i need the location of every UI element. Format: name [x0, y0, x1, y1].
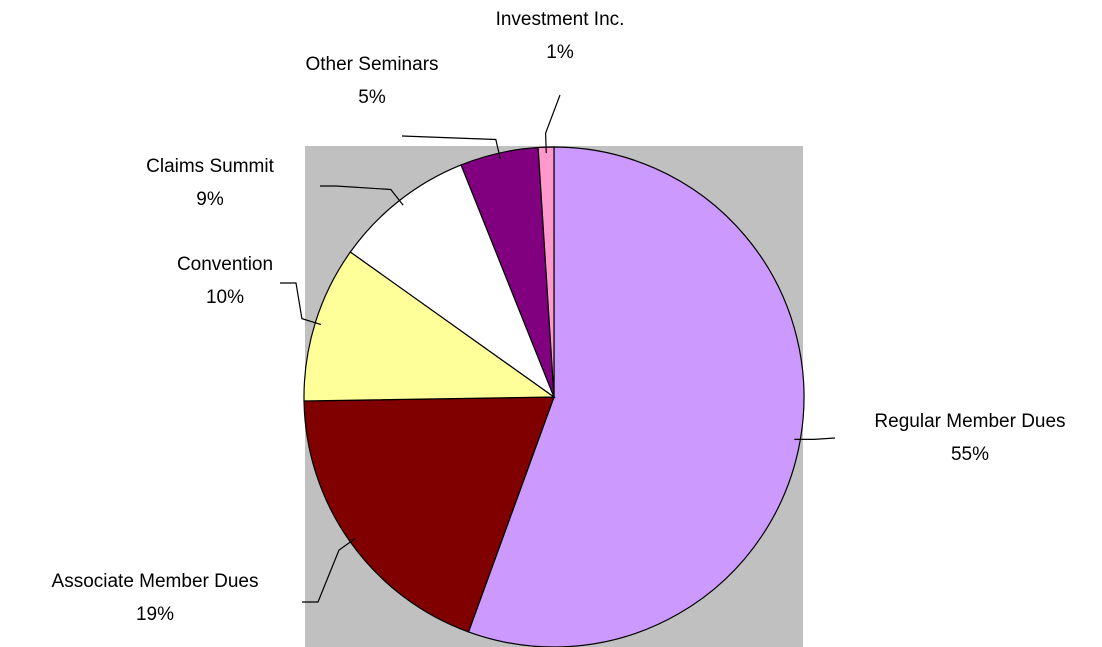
value-label: 9%: [196, 189, 224, 210]
leader-line: [302, 538, 356, 603]
slice-label: Regular Member Dues: [874, 411, 1065, 432]
pie-slice: [467, 146, 805, 647]
slice-label: Convention: [177, 254, 273, 275]
slice-label: Other Seminars: [305, 54, 438, 75]
value-label: 19%: [136, 604, 174, 625]
leader-line: [545, 94, 561, 154]
slice-label: Claims Summit: [146, 156, 274, 177]
leader-line: [280, 282, 322, 326]
leader-line: [794, 437, 836, 440]
slice-label: Investment Inc.: [496, 9, 625, 30]
value-label: 10%: [206, 287, 244, 308]
value-label: 5%: [358, 87, 386, 108]
value-label: 55%: [951, 444, 989, 465]
leader-line: [401, 135, 501, 160]
value-label: 1%: [546, 42, 574, 63]
leader-line: [320, 185, 404, 206]
slice-label: Associate Member Dues: [52, 571, 259, 592]
